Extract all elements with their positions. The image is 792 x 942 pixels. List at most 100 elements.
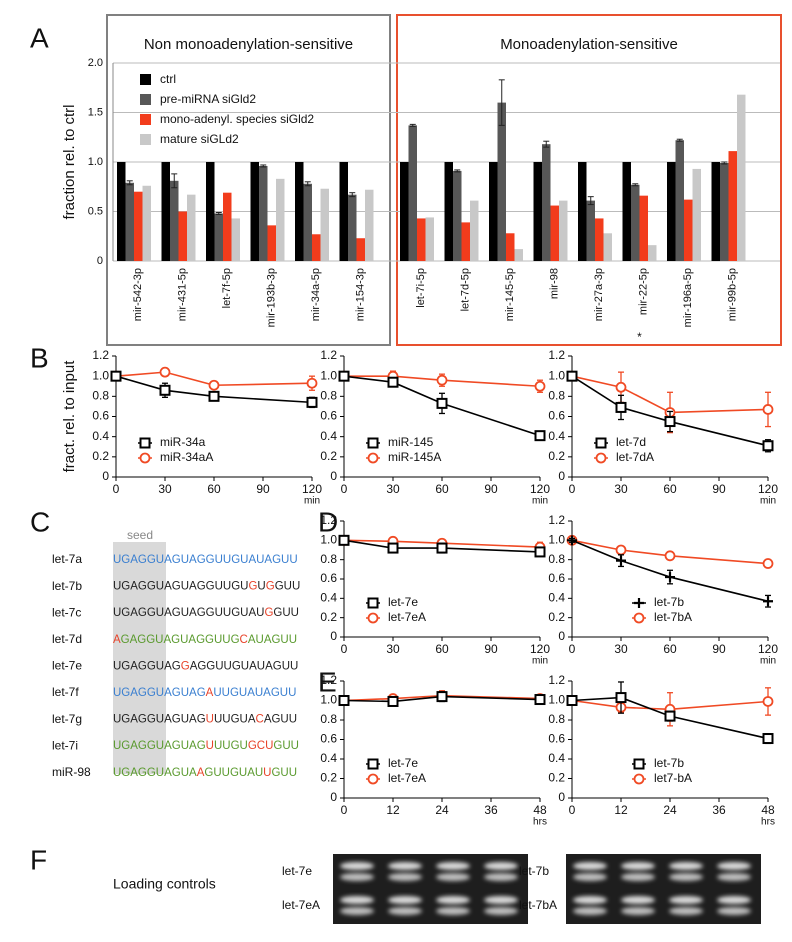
y-tick-label: 1.0 [548,368,565,382]
marker [534,694,546,706]
sequence-segment: U [257,581,265,593]
sequence-name: let-7e [52,659,82,673]
y-tick-label: 0.4 [548,751,565,765]
x-tick-label: 12 [614,803,628,817]
gel [333,888,528,924]
x-tick-label: 30 [614,482,628,496]
y-tick-label: 1.0 [548,533,565,547]
panel-label: D [318,506,338,537]
legend-label: let-7dA [616,450,654,464]
bar [514,249,523,261]
sequence-segment: UGAGGUAGUAGGUUGUAU [113,607,264,619]
bar [267,225,276,261]
marker [436,374,448,386]
bar [737,94,746,262]
marker [762,558,774,569]
sequence-segment: UGAGGUAGUAG [113,740,206,752]
x-tick-label: 120 [758,482,778,496]
legend-label: let-7e [388,595,418,609]
bar [506,233,515,261]
x-tick-label: 90 [484,642,498,656]
bar [648,245,657,261]
x-tick-label: 48 [761,803,775,817]
y-tick-label: 1.5 [88,106,103,118]
y-tick-label: 0.8 [320,389,337,403]
gel-band [388,907,422,915]
y-tick-label: 0.6 [548,409,565,423]
sequence: AGAGGUAGUAGGUUGCAUAGUU [113,634,297,646]
x-tick-label: 120 [758,642,778,656]
sequence-segment: G [264,607,273,619]
x-tick-label: mir-196a-5p [682,268,694,327]
y-tick-label: 0.2 [320,771,337,785]
x-tick-label: 60 [663,642,677,656]
marker [159,366,171,378]
legend-marker [633,612,645,624]
y-tick-label: 0.4 [320,429,337,443]
bar [711,162,720,261]
y-tick-label: 0.4 [320,751,337,765]
bar [400,162,409,261]
sequence: UGAGGUAGGAGGUUGUAUAGUU [113,660,298,672]
y-tick-label: 1.0 [548,693,565,707]
legend-marker [595,437,607,449]
sequence-segment: C [240,634,248,646]
y-tick-label: 0.6 [548,732,565,746]
gel-band [484,873,518,881]
panel-label: E [318,666,337,697]
sequence-segment: A [197,767,205,779]
legend-swatch [140,94,151,105]
y-tick-label: 0 [102,469,109,483]
y-tick-label: 0.2 [320,610,337,624]
marker [615,692,627,704]
panel-label: A [30,22,49,53]
marker [664,416,676,428]
y-tick-label: 0.2 [548,771,565,785]
marker [567,535,577,546]
marker [110,370,122,382]
error-bar [454,169,461,173]
bar [675,140,684,261]
x-tick-label: mir-34a-5p [310,268,322,321]
sequence-segment: UUGUA [214,714,256,726]
x-tick-label: mir-27a-3p [593,268,605,321]
x-tick-label: 0 [341,642,348,656]
y-tick-label: 1.2 [92,348,109,362]
loading-title: Loading controls [113,876,216,892]
bar [276,178,285,261]
group-box [106,14,391,346]
sequence-segment: GUU [275,581,301,593]
gel-band [717,907,751,915]
x-tick-label: 48 [533,803,547,817]
x-axis-label: min [304,496,320,507]
gel-band [484,862,518,870]
x-tick-label: mir-431-5p [176,268,188,321]
marker [159,384,171,396]
x-tick-label: mir-154-3p [354,268,366,321]
sequence: UGAGGUAGUAGGUUGUAUGGUU [113,607,299,619]
marker [534,380,546,392]
bar [444,162,453,261]
marker [763,596,773,607]
legend-marker [367,597,379,609]
gel-band [573,873,607,881]
x-axis-label: min [760,656,776,667]
gel-band [669,862,703,870]
x-tick-label: 0 [569,803,576,817]
y-tick-label: 1.2 [548,673,565,687]
panel-label: B [30,342,49,373]
series-line [343,695,541,703]
sequence-segment: C [256,714,264,726]
x-tick-label: 60 [435,642,449,656]
series-line [344,375,541,388]
bar [250,162,259,261]
gel-band [340,896,374,904]
marker [306,396,318,408]
x-tick-label: mir-193b-3p [265,268,277,327]
error-bar [171,173,178,189]
y-tick-label: 1.0 [92,368,109,382]
marker [566,370,578,382]
legend-label: let-7eA [388,610,426,624]
y-tick-label: 0.4 [320,591,337,605]
series-line [571,375,769,414]
